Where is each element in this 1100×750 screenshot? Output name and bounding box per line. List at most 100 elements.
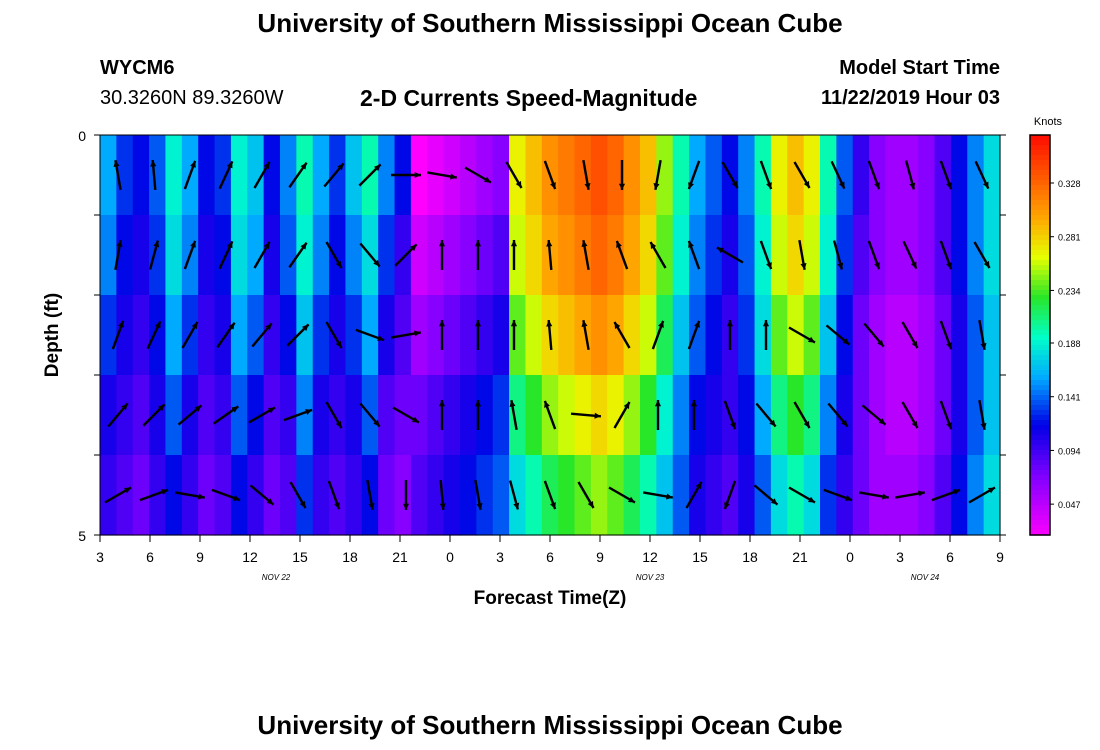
heatmap-cell [738, 455, 756, 536]
heatmap-cell [100, 375, 117, 456]
colorbar-tick-label: 0.234 [1058, 286, 1081, 296]
heatmap-cell [116, 135, 134, 216]
heatmap-cell [918, 135, 936, 216]
colorbar-band [1030, 335, 1050, 341]
current-arrowhead [980, 423, 987, 430]
current-arrowhead [550, 502, 556, 510]
colorbar-band [1030, 170, 1050, 176]
current-arrowhead [695, 482, 702, 489]
heatmap-cell [787, 295, 805, 376]
heatmap-cell [345, 135, 363, 216]
heatmap-cell [296, 215, 314, 296]
heatmap-cell [149, 135, 167, 216]
colorbar-band [1030, 360, 1050, 366]
heatmap-cell [869, 295, 887, 376]
colorbar-band [1030, 440, 1050, 446]
colorbar-band [1030, 390, 1050, 396]
heatmap-cell [378, 295, 396, 376]
heatmap-cell [820, 455, 837, 536]
heatmap-cell [983, 455, 1001, 536]
colorbar-band [1030, 155, 1050, 161]
heatmap-cell [100, 295, 117, 376]
current-arrowhead [409, 244, 417, 252]
heatmap-cell [214, 135, 232, 216]
heatmap-cell [820, 295, 837, 376]
heatmap-cell [263, 135, 281, 216]
heatmap-cell [476, 375, 494, 456]
heatmap-cell [983, 295, 1001, 376]
heatmap-cell [247, 455, 265, 536]
station-location: 30.3260N 89.3260W [100, 87, 284, 109]
heatmap-cell [852, 295, 870, 376]
heatmap-cell [165, 215, 183, 296]
heatmap-cell [607, 135, 625, 216]
x-tick-label: 12 [642, 549, 658, 565]
current-arrowhead [654, 400, 662, 407]
current-arrowhead [983, 261, 990, 268]
heatmap-cell [787, 455, 805, 536]
current-arrowhead [911, 341, 918, 348]
current-arrowhead [584, 183, 591, 190]
colorbar-band [1030, 305, 1050, 311]
heatmap-cell [214, 375, 232, 456]
heatmap-cell [836, 215, 854, 296]
colorbar-band [1030, 265, 1050, 271]
heatmap-cell [116, 375, 134, 456]
colorbar-band [1030, 175, 1050, 181]
heatmap-cell [165, 375, 183, 456]
current-arrowhead [154, 321, 161, 329]
heatmap-cell [460, 215, 477, 296]
current-arrowhead [842, 338, 850, 345]
heatmap-cell [738, 215, 756, 296]
colorbar-band [1030, 245, 1050, 251]
heatmap-cell [132, 375, 150, 456]
heatmap-cell [329, 295, 347, 376]
heatmap-cell [427, 375, 445, 456]
heatmap-cell [689, 375, 707, 456]
model-start-time: 11/22/2019 Hour 03 [820, 87, 1000, 109]
current-arrowhead [438, 400, 446, 407]
x-axis-label: Forecast Time(Z) [474, 588, 627, 609]
heatmap-cell [525, 215, 543, 296]
heatmap-cell [460, 135, 477, 216]
heatmap-cell [296, 375, 314, 456]
heatmap-cell [852, 455, 870, 536]
heatmap-cell [427, 455, 445, 536]
current-arrowhead [190, 240, 196, 248]
current-arrowhead [263, 242, 270, 249]
heatmap-cell [132, 135, 150, 216]
current-arrowhead [474, 400, 482, 407]
heatmap-cell [410, 375, 428, 456]
heatmap-cell [689, 455, 707, 536]
heatmap-cell [132, 295, 150, 376]
colorbar-band [1030, 215, 1050, 221]
colorbar-band [1030, 325, 1050, 331]
current-arrowhead [618, 183, 626, 190]
current-arrowhead [546, 320, 553, 327]
x-tick-label: 9 [596, 549, 604, 565]
colorbar-band [1030, 225, 1050, 231]
current-arrowhead [474, 320, 482, 327]
heatmap-cell [836, 135, 854, 216]
heatmap-cell [754, 215, 772, 296]
x-tick-label: 0 [446, 549, 454, 565]
current-arrowhead [373, 259, 380, 267]
heatmap-cell [770, 295, 788, 376]
colorbar-band [1030, 465, 1050, 471]
colorbar-band [1030, 270, 1050, 276]
current-arrowhead [299, 501, 306, 508]
heatmap-cell [574, 295, 592, 376]
current-arrowhead [766, 262, 772, 270]
heatmap-cell [410, 455, 428, 536]
heatmap-cell [705, 135, 723, 216]
heatmap-cell [672, 215, 690, 296]
colorbar-band [1030, 190, 1050, 196]
heatmap-cell [738, 135, 756, 216]
colorbar-band [1030, 445, 1050, 451]
x-tick-label: 6 [546, 549, 554, 565]
current-arrowhead [116, 240, 123, 247]
y-tick-label: 0 [78, 128, 86, 144]
colorbar-band [1030, 375, 1050, 381]
heatmap-cell [803, 375, 821, 456]
heatmap-cell [770, 215, 788, 296]
